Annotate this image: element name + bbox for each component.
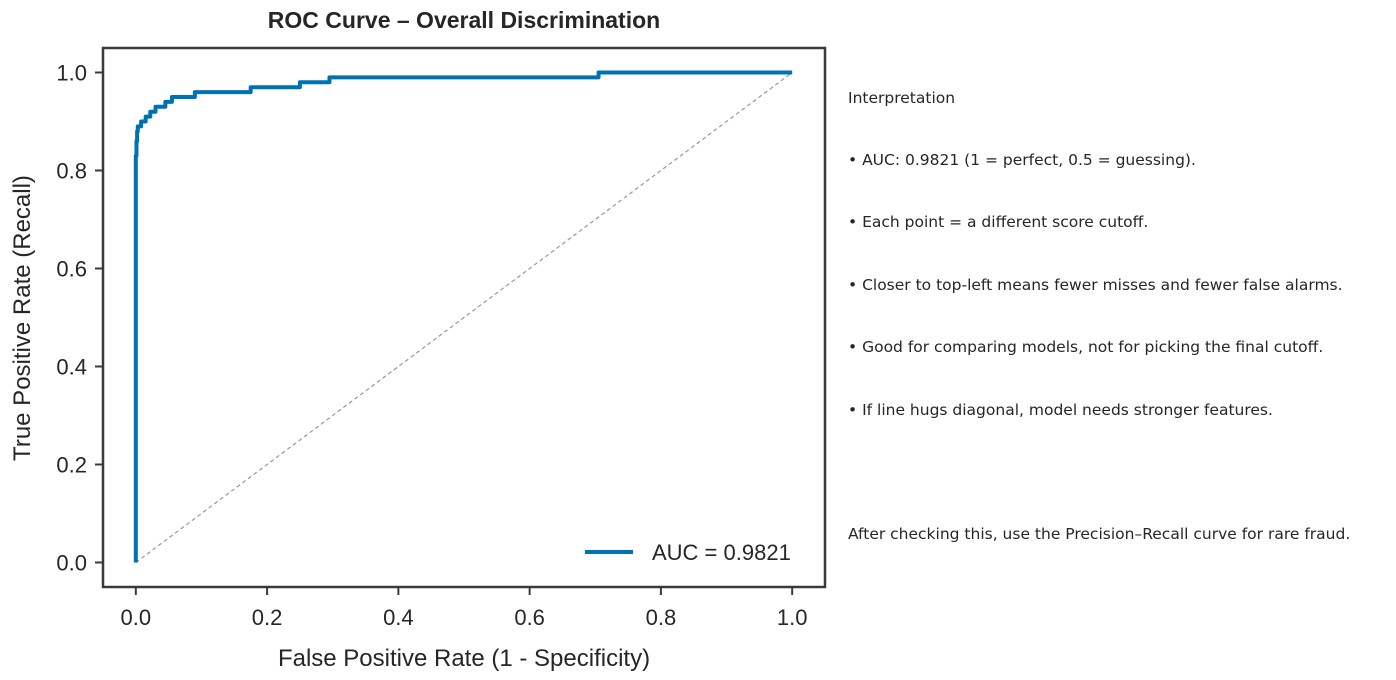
notes-bullet: • If line hugs diagonal, model needs str… xyxy=(848,400,1273,419)
plot-frame xyxy=(101,46,827,589)
roc-curve-line xyxy=(133,70,793,563)
notes-bullet: • Closer to top-left means fewer misses … xyxy=(848,275,1343,294)
x-tick-label: 0.6 xyxy=(514,605,545,630)
y-tick-label: 0.4 xyxy=(56,355,87,380)
legend-label: AUC = 0.9821 xyxy=(652,540,791,565)
notes-bullet: • Good for comparing models, not for pic… xyxy=(848,338,1324,357)
y-tick-label: 0.6 xyxy=(56,257,87,282)
chart-title: ROC Curve – Overall Discrimination xyxy=(268,7,660,33)
y-axis-label: True Positive Rate (Recall) xyxy=(9,175,36,461)
x-tick-label: 1.0 xyxy=(777,605,808,630)
chance-diagonal-line xyxy=(135,72,793,563)
y-axis: 0.0 0.2 0.4 0.6 0.8 1.0 xyxy=(56,61,103,576)
y-tick-label: 0.2 xyxy=(56,453,87,478)
x-axis: 0.0 0.2 0.4 0.6 0.8 1.0 xyxy=(121,587,808,630)
plot-area xyxy=(133,70,793,563)
y-tick-label: 0.0 xyxy=(56,551,87,576)
x-axis-label: False Positive Rate (1 - Specificity) xyxy=(278,645,650,672)
x-tick-label: 0.2 xyxy=(252,605,283,630)
x-tick-label: 0.4 xyxy=(383,605,414,630)
notes-footer: After checking this, use the Precision–R… xyxy=(848,525,1351,544)
x-tick-label: 0.8 xyxy=(646,605,677,630)
notes-spacer xyxy=(848,462,1350,483)
notes-heading: Interpretation xyxy=(848,88,956,107)
y-tick-label: 1.0 xyxy=(56,61,87,86)
legend: AUC = 0.9821 xyxy=(585,540,791,565)
y-tick-label: 0.8 xyxy=(56,159,87,184)
notes-bullet: • AUC: 0.9821 (1 = perfect, 0.5 = guessi… xyxy=(848,150,1196,169)
x-tick-label: 0.0 xyxy=(121,605,152,630)
interpretation-notes: Interpretation • AUC: 0.9821 (1 = perfec… xyxy=(848,46,1350,566)
notes-bullet: • Each point = a different score cutoff. xyxy=(848,213,1149,232)
